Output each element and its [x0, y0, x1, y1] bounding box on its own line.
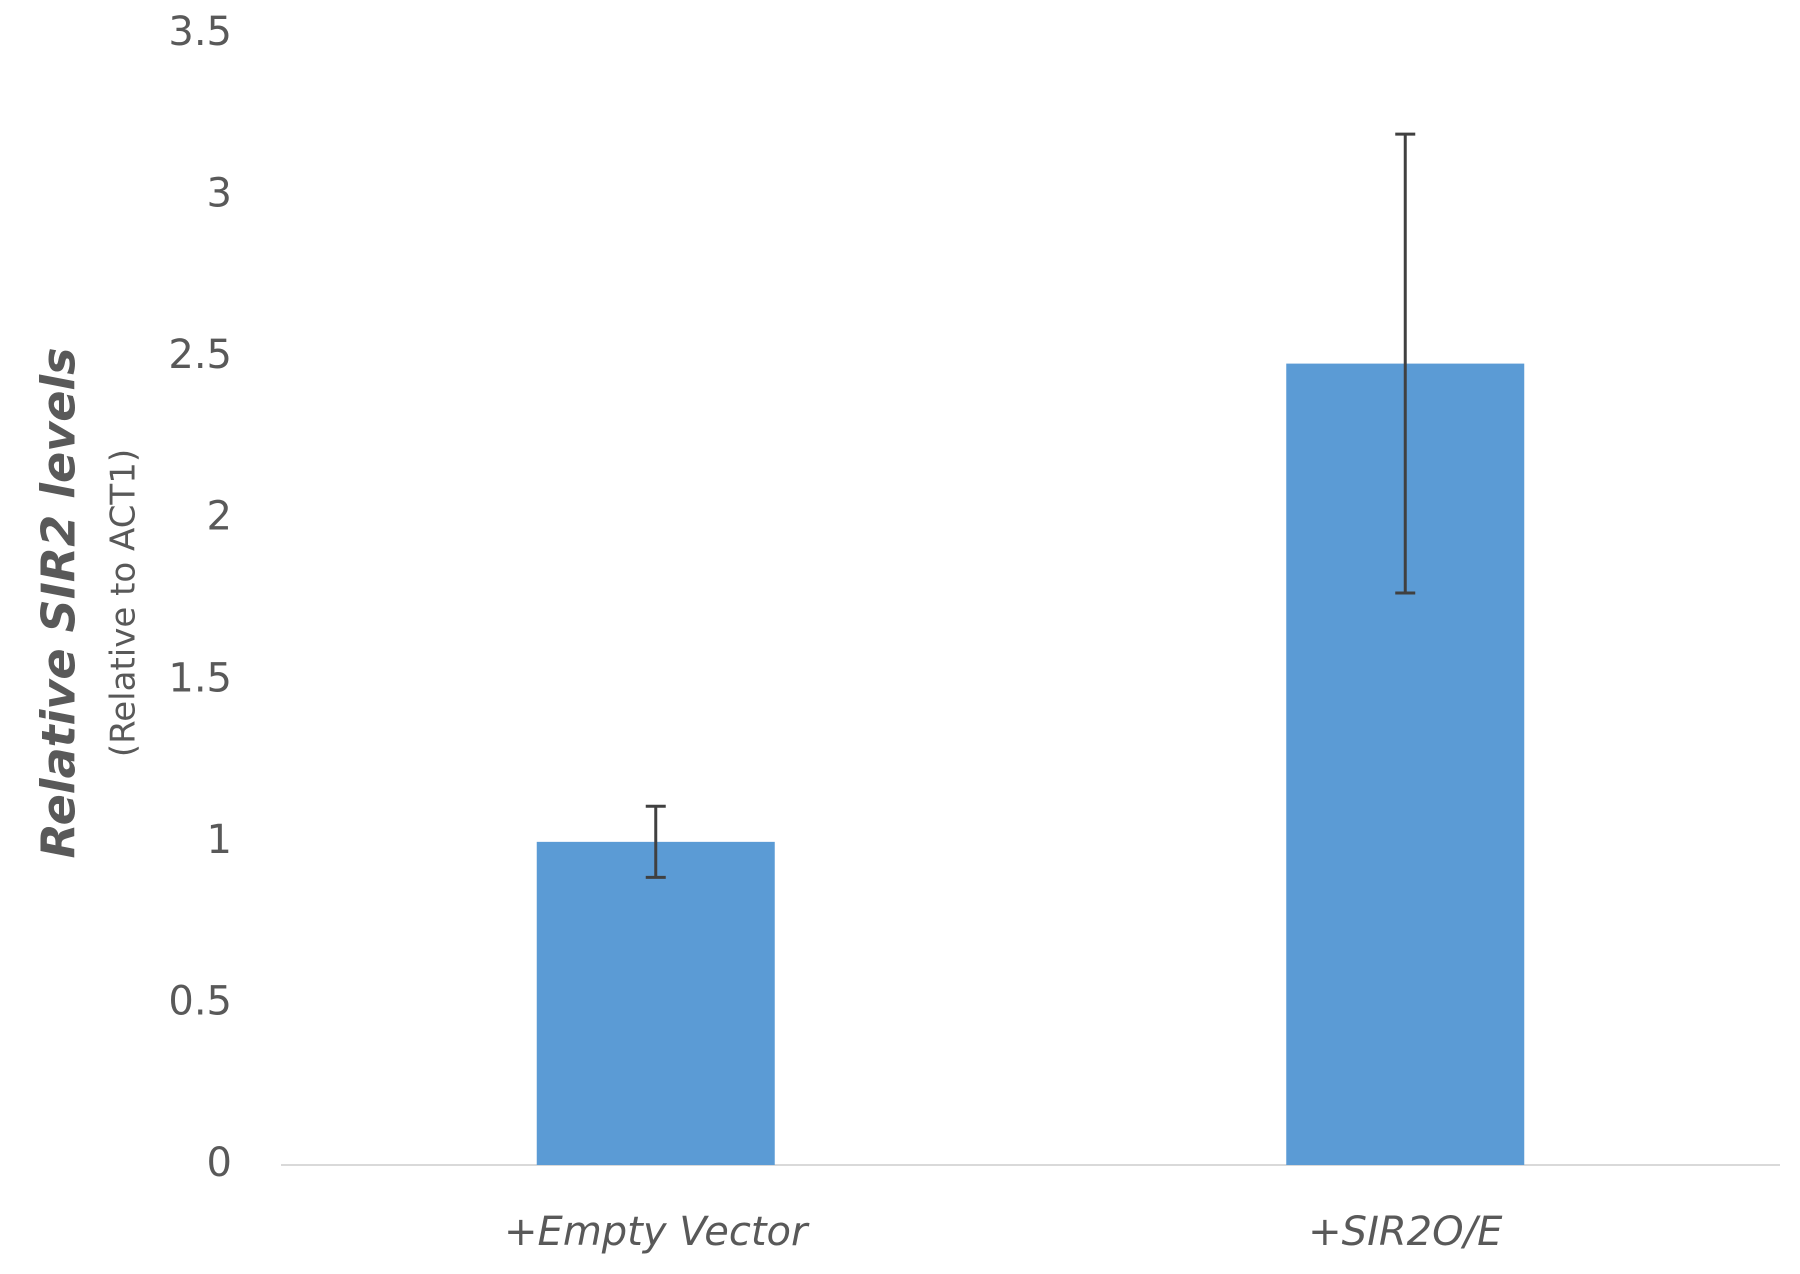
- y-tick-label: 0.5: [168, 978, 232, 1024]
- y-tick-label: 1.5: [168, 655, 232, 701]
- bar: [536, 841, 775, 1165]
- error-bar: [645, 804, 666, 879]
- y-tick-label: 3: [207, 171, 232, 217]
- x-tick-label: +Empty Vector: [504, 1209, 810, 1255]
- y-axis-title: Relative SIR2 levels: [32, 347, 86, 858]
- y-tick-label: 0: [207, 1140, 232, 1186]
- error-bar: [1395, 132, 1416, 595]
- y-axis-subtitle: (Relative to ACT1): [104, 449, 144, 757]
- y-tick-label: 2.5: [168, 332, 232, 378]
- y-tick-label: 3.5: [168, 9, 232, 55]
- y-tick-label: 2: [207, 494, 232, 540]
- y-tick-label: 1: [207, 817, 232, 863]
- x-tick-label: +SIR2O/E: [1308, 1209, 1503, 1255]
